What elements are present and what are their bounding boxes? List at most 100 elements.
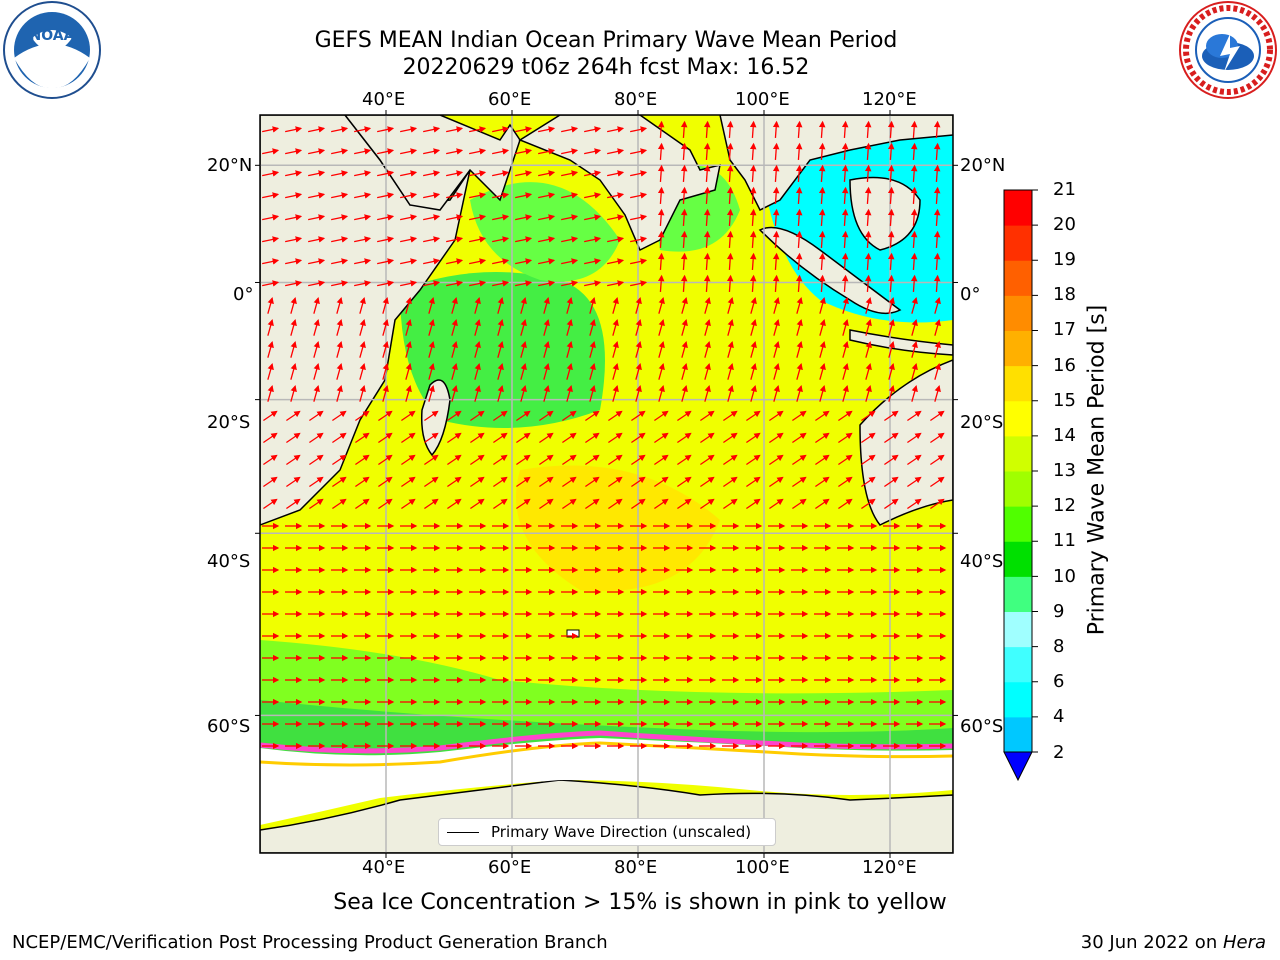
wave-direction-arrow xyxy=(354,258,372,265)
wave-direction-arrow xyxy=(516,498,531,510)
wave-direction-arrow xyxy=(838,498,853,510)
wave-direction-arrow xyxy=(424,432,439,444)
wave-direction-arrow xyxy=(313,341,320,358)
wave-direction-arrow xyxy=(451,385,458,402)
wave-direction-arrow xyxy=(515,280,533,287)
wave-direction-arrow xyxy=(584,192,602,199)
wave-direction-arrow xyxy=(359,297,366,314)
wave-direction-arrow xyxy=(612,363,619,380)
wave-direction-arrow xyxy=(635,363,642,380)
wave-direction-arrow xyxy=(263,498,278,510)
wave-direction-arrow xyxy=(469,236,487,243)
wave-direction-arrow xyxy=(561,280,579,287)
wave-direction-arrow xyxy=(815,498,830,510)
colorbar-tick-21: 21 xyxy=(1053,179,1076,200)
wave-direction-arrow xyxy=(703,142,711,161)
wave-direction-arrow xyxy=(336,363,343,380)
wave-direction-arrow xyxy=(493,432,508,444)
wave-direction-arrow xyxy=(795,142,803,161)
wave-direction-arrow xyxy=(907,432,922,444)
wave-direction-arrow xyxy=(911,363,918,380)
wave-direction-arrow xyxy=(405,297,412,314)
wave-direction-arrow xyxy=(492,192,510,199)
lon-tick-bottom-120e: 120°E xyxy=(862,857,917,878)
wave-direction-arrow xyxy=(930,410,945,422)
wave-direction-arrow xyxy=(267,341,274,358)
wave-direction-arrow xyxy=(313,363,320,380)
wave-direction-arrow xyxy=(727,385,734,402)
wave-direction-arrow xyxy=(842,341,849,358)
wave-direction-arrow xyxy=(469,192,487,199)
wave-direction-arrow xyxy=(267,385,274,402)
wave-direction-arrow xyxy=(331,214,349,221)
wave-direction-arrow xyxy=(888,385,895,402)
wave-direction-arrow xyxy=(400,214,418,221)
wave-direction-arrow xyxy=(607,280,625,287)
wave-direction-arrow xyxy=(584,280,602,287)
wave-direction-arrow xyxy=(773,363,780,380)
wave-direction-arrow xyxy=(561,192,579,199)
wave-direction-arrow xyxy=(539,498,554,510)
wave-direction-arrow xyxy=(515,148,533,155)
wave-direction-arrow xyxy=(704,319,711,336)
wave-direction-arrow xyxy=(263,432,278,444)
wave-direction-arrow xyxy=(263,476,278,488)
wave-direction-arrow xyxy=(772,252,780,271)
wave-direction-arrow xyxy=(584,170,602,177)
wave-direction-arrow xyxy=(359,385,366,402)
wave-direction-arrow xyxy=(561,236,579,243)
wave-direction-arrow xyxy=(864,164,872,183)
colorbar-segment xyxy=(1004,541,1032,577)
wave-direction-arrow xyxy=(354,126,372,133)
wave-direction-arrow xyxy=(703,252,711,271)
wave-direction-arrow xyxy=(332,498,347,510)
wave-direction-arrow xyxy=(818,120,826,139)
wave-direction-arrow xyxy=(562,410,577,422)
wave-direction-arrow xyxy=(700,476,715,488)
wave-direction-arrow xyxy=(290,297,297,314)
wave-direction-arrow xyxy=(566,341,573,358)
wave-direction-arrow xyxy=(447,432,462,444)
wave-direction-arrow xyxy=(515,192,533,199)
wave-direction-arrow xyxy=(262,192,280,199)
wave-direction-arrow xyxy=(933,164,941,183)
wave-direction-arrow xyxy=(930,498,945,510)
wave-direction-arrow xyxy=(681,363,688,380)
wave-direction-arrow xyxy=(749,120,757,139)
wave-direction-arrow xyxy=(331,148,349,155)
wave-direction-arrow xyxy=(680,120,688,139)
wave-direction-arrow xyxy=(772,274,780,293)
wave-direction-arrow xyxy=(377,258,395,265)
wave-direction-arrow xyxy=(907,454,922,466)
wave-direction-arrow xyxy=(336,341,343,358)
wave-direction-arrow xyxy=(772,230,780,249)
wave-direction-arrow xyxy=(934,385,941,402)
wave-direction-arrow xyxy=(887,274,895,293)
wave-direction-arrow xyxy=(772,120,780,139)
wave-direction-arrow xyxy=(631,432,646,444)
wave-direction-arrow xyxy=(377,148,395,155)
wave-direction-arrow xyxy=(446,236,464,243)
wave-direction-arrow xyxy=(516,476,531,488)
colorbar-segment xyxy=(1004,681,1032,718)
wave-direction-arrow xyxy=(700,432,715,444)
wave-direction-arrow xyxy=(796,385,803,402)
wave-direction-arrow xyxy=(562,476,577,488)
wave-direction-arrow xyxy=(704,297,711,314)
wave-direction-arrow xyxy=(262,170,280,177)
wave-direction-arrow xyxy=(819,341,826,358)
wave-direction-arrow xyxy=(566,385,573,402)
wave-direction-arrow xyxy=(539,432,554,444)
wave-direction-arrow xyxy=(451,319,458,336)
wave-direction-arrow xyxy=(907,410,922,422)
wave-direction-arrow xyxy=(405,341,412,358)
lon-tick-top-100e: 100°E xyxy=(735,89,790,110)
wave-direction-arrow xyxy=(884,410,899,422)
colorbar-segment xyxy=(1004,225,1032,261)
svg-text:NOAA: NOAA xyxy=(30,28,75,44)
colorbar-tick-14: 14 xyxy=(1053,425,1076,446)
wave-direction-arrow xyxy=(612,385,619,402)
wave-direction-arrow xyxy=(423,192,441,199)
wave-direction-arrow xyxy=(726,252,734,271)
lat-tick-left-20n: 20°N xyxy=(207,155,253,176)
